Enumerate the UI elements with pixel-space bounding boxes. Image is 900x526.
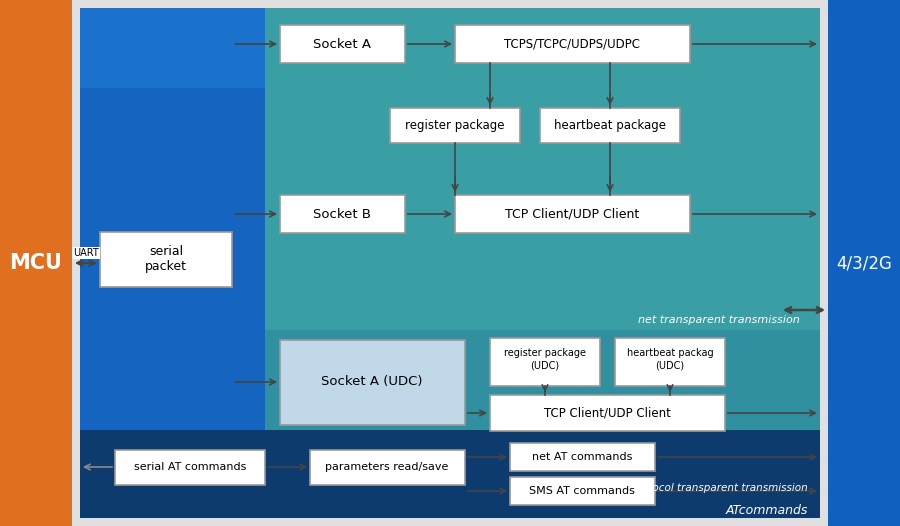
Bar bbox=[280, 25, 405, 63]
Text: Socket A: Socket A bbox=[313, 37, 371, 50]
Text: 4/3/2G: 4/3/2G bbox=[836, 254, 892, 272]
Bar bbox=[115, 450, 265, 485]
Bar bbox=[72, 0, 828, 526]
Text: serial
packet: serial packet bbox=[145, 245, 187, 273]
Text: Socket A (UDC): Socket A (UDC) bbox=[321, 376, 423, 389]
Text: MCU: MCU bbox=[10, 253, 62, 273]
Bar bbox=[490, 395, 725, 431]
Text: ATcommands: ATcommands bbox=[725, 503, 808, 517]
Bar bbox=[615, 338, 725, 386]
Bar bbox=[280, 195, 405, 233]
Text: (UDC): (UDC) bbox=[655, 361, 685, 371]
Bar bbox=[390, 108, 520, 143]
Bar bbox=[100, 232, 232, 287]
Text: TCP Client/UDP Client: TCP Client/UDP Client bbox=[505, 207, 639, 220]
Bar bbox=[280, 340, 465, 425]
Text: register package: register package bbox=[405, 118, 505, 132]
Bar bbox=[828, 0, 900, 526]
Bar bbox=[80, 430, 820, 518]
Text: net AT commands: net AT commands bbox=[532, 452, 632, 462]
Bar bbox=[265, 330, 820, 495]
Text: net transparent transmission: net transparent transmission bbox=[638, 315, 800, 325]
Bar bbox=[265, 8, 820, 330]
Text: protocol transparent transmission: protocol transparent transmission bbox=[631, 483, 808, 493]
Bar bbox=[510, 443, 655, 471]
Bar bbox=[80, 88, 265, 450]
Bar bbox=[455, 25, 690, 63]
Text: Socket B: Socket B bbox=[313, 207, 371, 220]
Text: heartbeat package: heartbeat package bbox=[554, 118, 666, 132]
Bar bbox=[0, 0, 72, 526]
Bar bbox=[310, 450, 465, 485]
Text: UART: UART bbox=[73, 248, 99, 258]
Text: register package: register package bbox=[504, 348, 586, 358]
Bar bbox=[510, 477, 655, 505]
Bar bbox=[540, 108, 680, 143]
Text: serial AT commands: serial AT commands bbox=[134, 462, 247, 472]
Bar bbox=[455, 195, 690, 233]
Text: (UDC): (UDC) bbox=[530, 361, 560, 371]
Bar bbox=[490, 338, 600, 386]
Text: heartbeat packag: heartbeat packag bbox=[626, 348, 714, 358]
Bar bbox=[80, 495, 820, 518]
Text: TCP Client/UDP Client: TCP Client/UDP Client bbox=[544, 407, 670, 420]
Text: SMS AT commands: SMS AT commands bbox=[529, 486, 634, 496]
Bar bbox=[80, 8, 820, 518]
Text: parameters read/save: parameters read/save bbox=[325, 462, 449, 472]
Text: TCPS/TCPC/UDPS/UDPC: TCPS/TCPC/UDPS/UDPC bbox=[504, 37, 640, 50]
